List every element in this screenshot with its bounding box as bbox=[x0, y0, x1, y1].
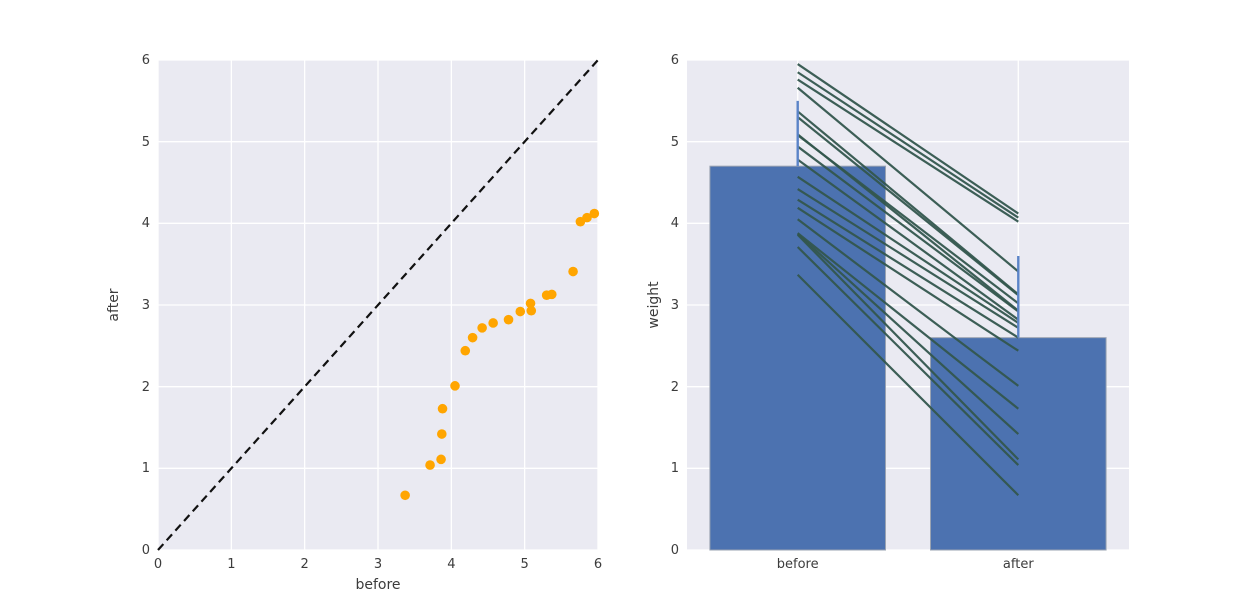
pair-line bbox=[797, 232, 1019, 410]
bar-x-tick-label: after bbox=[1002, 557, 1034, 572]
bar-y-tick-label: 4 bbox=[670, 216, 679, 232]
pair-line bbox=[797, 188, 1019, 329]
scatter-x-tick-label: 4 bbox=[447, 557, 456, 572]
pair-line bbox=[797, 133, 1019, 312]
scatter-y-tick-label: 6 bbox=[141, 53, 150, 68]
scatter-point bbox=[589, 208, 600, 219]
scatter-y-tick-label: 4 bbox=[141, 216, 150, 232]
scatter-point bbox=[503, 314, 514, 325]
scatter-point bbox=[436, 454, 446, 465]
bar-plot-axes: weight before after 0 1 2 3 4 5 6 bbox=[646, 54, 1129, 571]
pair-line bbox=[796, 233, 1020, 461]
scatter-point bbox=[488, 318, 498, 328]
pair-line bbox=[796, 233, 1020, 435]
scatter-x-tick-label: 1 bbox=[227, 557, 236, 572]
scatter-x-tick-label: 5 bbox=[520, 557, 529, 572]
scatter-point bbox=[425, 460, 435, 470]
scatter-point bbox=[400, 490, 410, 501]
bar-before bbox=[709, 165, 887, 551]
bar-y-tick-label: 2 bbox=[670, 379, 679, 395]
scatter-plot-canvas bbox=[157, 59, 600, 551]
pair-line bbox=[797, 198, 1019, 339]
scatter-point bbox=[467, 332, 478, 343]
pair-line bbox=[797, 206, 1019, 352]
bar-plot-canvas bbox=[687, 59, 1129, 551]
pair-line bbox=[797, 78, 1019, 223]
scatter-y-tick-label: 2 bbox=[141, 379, 150, 395]
scatter-point bbox=[547, 289, 557, 300]
bar-y-tick-label: 0 bbox=[670, 543, 679, 558]
pair-line bbox=[797, 145, 1019, 313]
pair-line bbox=[796, 274, 1020, 497]
pair-line bbox=[797, 71, 1019, 219]
scatter-x-tick-label: 0 bbox=[153, 557, 163, 572]
scatter-y-tick-label: 5 bbox=[141, 134, 150, 150]
bar-x-tick-label: before bbox=[776, 557, 819, 572]
identity-line bbox=[157, 59, 599, 551]
scatter-y-tick-label: 1 bbox=[141, 461, 150, 477]
pair-line bbox=[796, 110, 1020, 296]
pair-line bbox=[796, 246, 1020, 466]
scatter-point bbox=[450, 381, 460, 391]
scatter-x-tick-label: 2 bbox=[300, 557, 309, 572]
pair-line bbox=[797, 63, 1019, 215]
pair-line bbox=[797, 158, 1019, 321]
scatter-yaxis-label: after bbox=[106, 288, 122, 322]
scatter-y-tick-label: 0 bbox=[141, 543, 150, 558]
scatter-point bbox=[525, 298, 536, 309]
scatter-point bbox=[460, 345, 471, 356]
pair-line bbox=[797, 116, 1019, 297]
scatter-x-tick-label: 3 bbox=[373, 557, 383, 572]
bar-yaxis-label: weight bbox=[646, 281, 662, 329]
pair-line bbox=[796, 86, 1020, 273]
bar-y-tick-label: 5 bbox=[670, 134, 679, 150]
pair-line bbox=[797, 218, 1019, 387]
scatter-point bbox=[515, 306, 526, 317]
bar-y-tick-label: 6 bbox=[670, 53, 679, 68]
bar-y-tick-label: 1 bbox=[670, 461, 679, 477]
pair-line bbox=[797, 175, 1019, 324]
scatter-point bbox=[437, 429, 447, 439]
scatter-point bbox=[477, 323, 487, 333]
bar-after bbox=[930, 337, 1107, 551]
scatter-point bbox=[568, 266, 578, 277]
scatter-x-tick-label: 6 bbox=[593, 557, 603, 572]
scatter-point bbox=[582, 212, 592, 223]
scatter-point bbox=[437, 403, 448, 414]
scatter-point bbox=[526, 305, 537, 316]
scatter-xaxis-label: before bbox=[355, 577, 401, 593]
